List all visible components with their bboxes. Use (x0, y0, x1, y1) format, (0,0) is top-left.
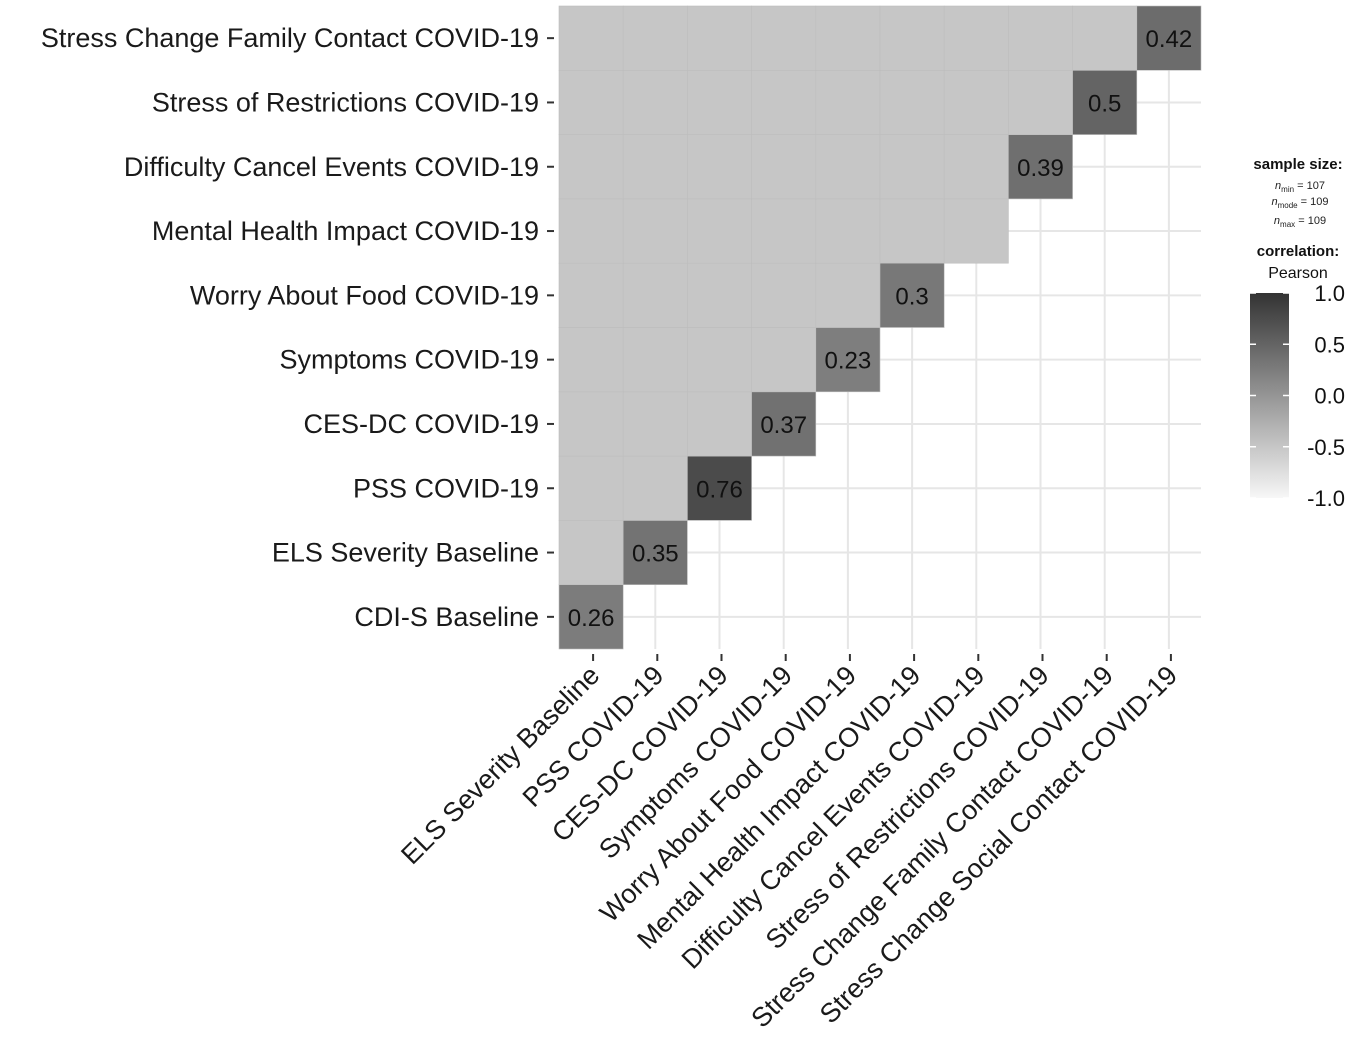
heatmap-cell (751, 198, 817, 264)
legend-tick-label: 0.0 (1314, 384, 1345, 409)
heatmap-cell (815, 327, 881, 393)
heatmap-cell (558, 391, 624, 457)
heatmap-cell (558, 327, 624, 393)
legend-tick-label: 1.0 (1314, 281, 1345, 306)
heatmap-cell (751, 262, 817, 328)
heatmap-cell (687, 262, 752, 328)
legend-sample-size-title: sample size: (1253, 156, 1342, 173)
heatmap-cell (943, 5, 1009, 71)
heatmap-cell (815, 5, 881, 71)
cell-value: 0.3 (895, 283, 928, 310)
legend-n-min: nmin = 107 (1275, 180, 1325, 194)
heatmap-cell (622, 327, 688, 393)
cell-value: 0.26 (568, 605, 615, 632)
heatmap-cell (1008, 5, 1073, 71)
legend-tick-label: 0.5 (1314, 332, 1345, 357)
heatmap-cell (815, 262, 881, 328)
legend-n-mode: nmode = 109 (1271, 196, 1328, 210)
heatmap-cell (687, 198, 752, 264)
heatmap-cell (751, 70, 817, 135)
legend-correlation-method: Pearson (1268, 265, 1328, 282)
heatmap-cell (879, 70, 945, 135)
cell-value: 0.76 (696, 476, 743, 503)
y-tick-label: Worry About Food COVID-19 (190, 280, 539, 310)
y-tick-label: CES-DC COVID-19 (303, 409, 539, 439)
legend: sample size: nmin = 107 nmode = 109 nmax… (1250, 156, 1345, 511)
heatmap-cell (687, 327, 752, 393)
y-tick-label: CDI-S Baseline (354, 602, 539, 632)
cell-value: 0.35 (632, 541, 679, 568)
heatmap-cell (879, 198, 945, 264)
heatmap-cell (558, 134, 624, 200)
legend-tick-label: -0.5 (1307, 435, 1345, 460)
heatmap-cell (558, 5, 624, 71)
cell-value: 0.39 (1017, 155, 1064, 182)
cell-value: 0.37 (760, 412, 807, 439)
heatmap-cell (622, 5, 688, 71)
heatmap-cell (622, 134, 688, 200)
heatmap-cell (687, 70, 752, 135)
heatmap-cell (687, 455, 752, 521)
heatmap-cell (558, 584, 624, 650)
heatmap-cell (558, 70, 624, 135)
heatmap-cell (815, 70, 881, 135)
y-tick-label: Stress Change Family Contact COVID-19 (41, 23, 539, 53)
legend-colorbar (1250, 293, 1289, 498)
cell-value: 0.42 (1146, 26, 1193, 53)
heatmap-cell (751, 327, 817, 393)
legend-tick-label: -1.0 (1307, 486, 1345, 511)
heatmap-cell (558, 262, 624, 328)
heatmap-cell (558, 520, 624, 586)
y-tick-label: Symptoms COVID-19 (279, 345, 539, 375)
heatmap-cell (622, 455, 688, 521)
heatmap-cell (687, 134, 752, 200)
heatmap-cell (622, 391, 688, 457)
legend-n-max: nmax = 109 (1274, 215, 1326, 229)
heatmap-cell (687, 391, 752, 457)
heatmap-cell (558, 198, 624, 264)
heatmap-cell (943, 134, 1009, 200)
heatmap-cell (558, 455, 624, 521)
heatmap-cell (1072, 5, 1138, 71)
heatmap-cell (622, 520, 688, 586)
heatmap-cell (751, 5, 817, 71)
heatmap-cell (687, 5, 752, 71)
heatmap-cell (879, 5, 945, 71)
heatmap-cells (558, 5, 1202, 650)
heatmap-cell (879, 262, 945, 328)
heatmap-cell (622, 262, 688, 328)
legend-ticks: 1.0 0.5 0.0 -0.5 -1.0 (1250, 281, 1345, 511)
heatmap-cell (622, 70, 688, 135)
y-tick-label: Difficulty Cancel Events COVID-19 (124, 152, 539, 182)
heatmap-cell (879, 134, 945, 200)
y-tick-label: Stress of Restrictions COVID-19 (152, 87, 539, 117)
heatmap-cell (943, 70, 1009, 135)
heatmap-cell (815, 134, 881, 200)
heatmap-cell (1136, 5, 1202, 71)
heatmap-cell (815, 198, 881, 264)
cell-value: 0.23 (825, 348, 872, 375)
cell-value-labels: 0.26 0.35 0.76 0.37 0.23 0.3 0.39 0.5 0.42 (568, 26, 1193, 632)
y-tick-label: Mental Health Impact COVID-19 (152, 216, 539, 246)
heatmap-cell (622, 198, 688, 264)
heatmap-cell (943, 198, 1009, 264)
legend-correlation-title: correlation: (1257, 243, 1340, 260)
heatmap-cell (1008, 70, 1073, 135)
y-axis: CDI-S Baseline ELS Severity Baseline PSS C… (41, 23, 554, 632)
cell-value: 0.5 (1088, 90, 1121, 117)
y-tick-label: PSS COVID-19 (353, 473, 539, 503)
y-tick-label: ELS Severity Baseline (272, 538, 539, 568)
heatmap-cell (1072, 70, 1138, 135)
heatmap-cell (751, 134, 817, 200)
heatmap-cell (751, 391, 817, 457)
